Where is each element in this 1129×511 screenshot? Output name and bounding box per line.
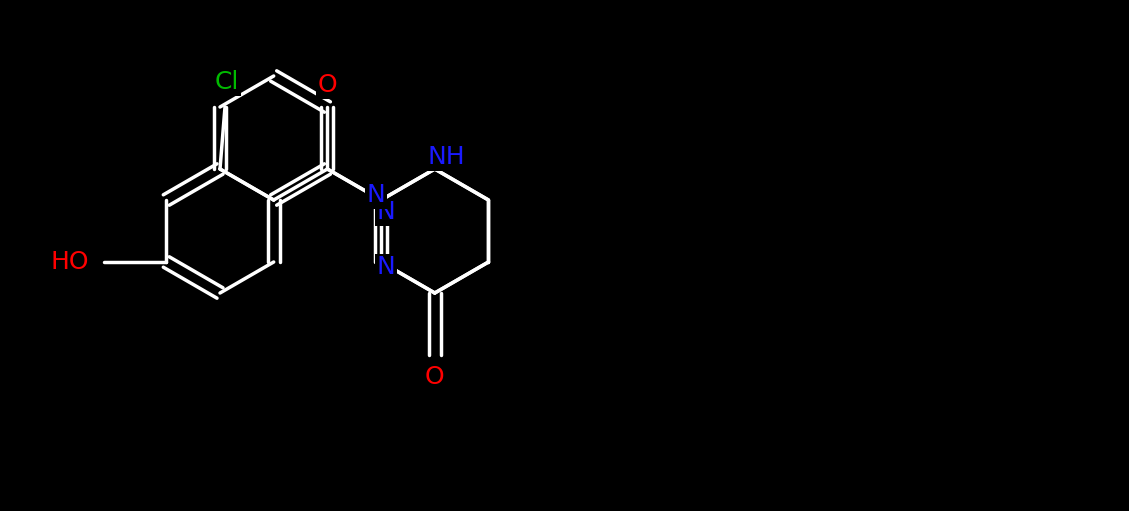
Text: NH: NH [428,145,465,169]
Text: O: O [317,73,338,97]
Text: O: O [425,365,445,389]
Text: N: N [377,200,395,224]
Text: N: N [367,183,385,207]
Text: Cl: Cl [215,70,239,94]
Text: HO: HO [50,250,88,274]
Text: N: N [377,255,395,279]
